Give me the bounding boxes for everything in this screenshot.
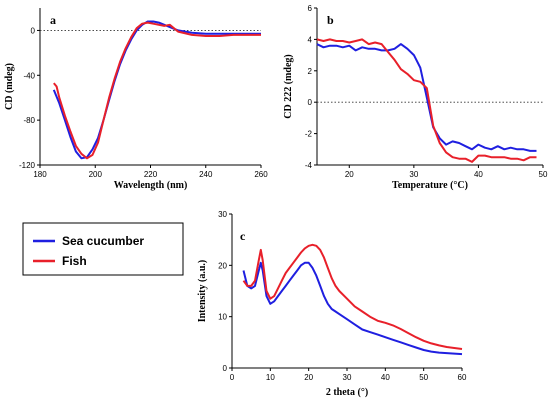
x-tick-label-b: 30 bbox=[409, 170, 418, 179]
y-tick-label-c: 20 bbox=[218, 261, 227, 270]
series-line-c-fish bbox=[242, 243, 463, 350]
series-line-b-sea-cucumber bbox=[316, 43, 537, 152]
x-axis-label-b: Temperature (°C) bbox=[392, 180, 468, 191]
y-tick-label-b: 4 bbox=[308, 35, 313, 44]
x-tick-label-c: 30 bbox=[343, 373, 352, 382]
series-line-a-fish bbox=[53, 21, 261, 160]
x-tick-label-a: 200 bbox=[89, 170, 103, 179]
legend: Sea cucumber Fish bbox=[22, 222, 184, 276]
x-tick-label-a: 260 bbox=[254, 170, 268, 179]
y-tick-label-b: 2 bbox=[308, 67, 313, 76]
series-line-b-fish bbox=[316, 38, 537, 163]
x-tick-label-c: 50 bbox=[419, 373, 428, 382]
x-tick-label-b: 20 bbox=[345, 170, 354, 179]
panel-c: 0 10 20 30 40 50 60 0 10 20 30 2 theta (°) Intensity… bbox=[197, 210, 467, 398]
legend-label-fish: Fish bbox=[62, 254, 87, 268]
y-tick-label-b: -2 bbox=[305, 130, 313, 139]
panel-a: 180 200 220 240 260 -120 -80 -40 0 Wavelength (nm… bbox=[4, 8, 268, 191]
legend-label-sea-cucumber: Sea cucumber bbox=[62, 234, 144, 248]
y-tick-label-a: -120 bbox=[19, 161, 36, 170]
x-tick-label-c: 60 bbox=[458, 373, 467, 382]
series-line-c-sea-cucumber bbox=[242, 261, 463, 356]
y-axis-label-c: Intensity (a.u.) bbox=[197, 260, 208, 323]
y-tick-label-b: -4 bbox=[305, 161, 313, 170]
panel-letter-a: a bbox=[50, 13, 56, 27]
panel-letter-c: c bbox=[240, 229, 246, 243]
x-tick-label-a: 220 bbox=[144, 170, 158, 179]
y-tick-label-c: 10 bbox=[218, 313, 227, 322]
x-axis-label-a: Wavelength (nm) bbox=[114, 180, 188, 191]
panel-b: 20 30 40 50 -4 -2 0 2 4 6 Temperature (°C) CD 222 (… bbox=[283, 4, 548, 191]
y-axis-label-a: CD (mdeg) bbox=[4, 63, 15, 110]
y-tick-label-c: 30 bbox=[218, 210, 227, 219]
y-tick-label-a: 0 bbox=[31, 26, 36, 35]
x-tick-label-b: 40 bbox=[474, 170, 483, 179]
y-tick-label-a: -40 bbox=[23, 71, 35, 80]
x-tick-label-c: 40 bbox=[381, 373, 390, 382]
x-tick-label-b: 50 bbox=[539, 170, 548, 179]
y-tick-label-b: 6 bbox=[308, 4, 313, 13]
x-axis-label-c: 2 theta (°) bbox=[326, 387, 368, 398]
y-axis-label-b: CD 222 (mdeg) bbox=[283, 54, 294, 118]
x-tick-label-a: 240 bbox=[199, 170, 213, 179]
panel-letter-b: b bbox=[327, 13, 334, 27]
y-tick-label-c: 0 bbox=[223, 364, 228, 373]
legend-box bbox=[22, 222, 184, 276]
x-tick-label-a: 180 bbox=[33, 170, 47, 179]
x-tick-label-c: 10 bbox=[266, 373, 275, 382]
y-tick-label-a: -80 bbox=[23, 116, 35, 125]
x-tick-label-c: 0 bbox=[230, 373, 235, 382]
y-tick-label-b: 0 bbox=[308, 98, 313, 107]
x-tick-label-c: 20 bbox=[304, 373, 313, 382]
